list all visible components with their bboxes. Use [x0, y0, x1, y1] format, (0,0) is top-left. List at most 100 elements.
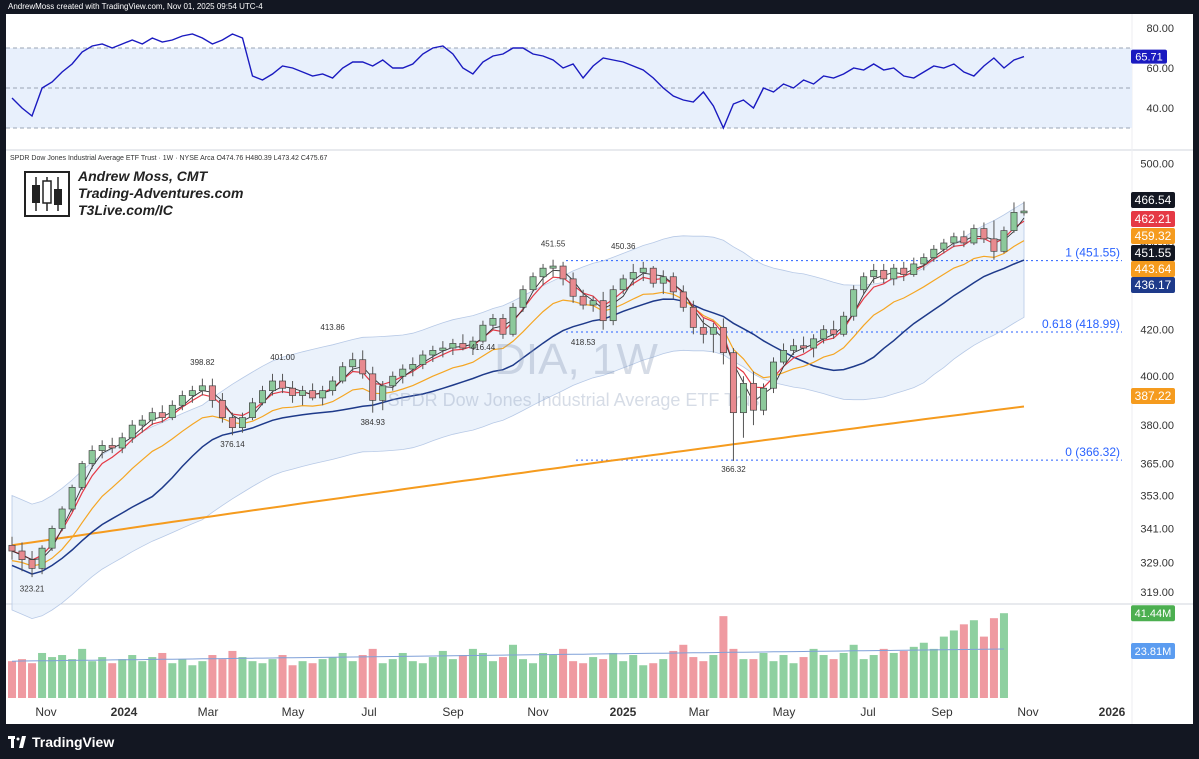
volume-bar: [779, 655, 788, 698]
volume-bar: [278, 655, 287, 698]
volume-bar: [869, 655, 878, 698]
candle-body: [539, 267, 547, 278]
volume-average-line: [11, 648, 1005, 662]
candle-body: [790, 345, 798, 351]
candle-body: [739, 383, 747, 414]
volume-average-label: 23.81M: [1135, 646, 1172, 658]
candle-body: [980, 228, 988, 240]
price-axis-badge: [1131, 388, 1175, 404]
candle-body: [419, 354, 427, 365]
candle-body: [709, 327, 717, 335]
volume-bar: [218, 659, 227, 698]
volume-bar: [959, 624, 968, 698]
volume-bar: [488, 661, 497, 698]
volume-average-badge: [1131, 643, 1175, 659]
volume-bar: [739, 659, 748, 698]
candle-body: [8, 544, 16, 552]
volume-bar: [809, 648, 818, 698]
x-tick-label: Jul: [361, 705, 376, 719]
candle-body: [579, 295, 587, 306]
volume-bar: [368, 648, 377, 698]
candle-body: [208, 385, 216, 401]
candle-body: [48, 528, 56, 549]
volume-bar: [18, 659, 27, 698]
chart-canvas[interactable]: 80.00 60.00 40.00 65.71 SPDR Dow Jones Indus…: [6, 14, 1193, 724]
volume-bar: [498, 657, 507, 698]
price-axis-label: 451.55: [1135, 246, 1172, 260]
price-axis-badge: [1131, 228, 1175, 244]
volume-bar: [609, 652, 618, 698]
candle-body: [750, 383, 757, 411]
candle-body: [349, 359, 357, 368]
rsi-tick-label: 80.00: [1146, 23, 1174, 35]
volume-bar: [128, 655, 137, 698]
volume-bar: [749, 659, 758, 698]
fib-level-label: 0.618 (418.99): [1042, 317, 1120, 331]
volume-bar: [238, 657, 247, 698]
volume-bar: [308, 663, 317, 698]
x-tick-label: May: [773, 705, 796, 719]
volume-bar: [889, 652, 898, 698]
candle-body: [98, 445, 106, 451]
chart-frame[interactable]: 80.00 60.00 40.00 65.71 SPDR Dow Jones Indus…: [6, 14, 1193, 724]
volume-bar: [599, 659, 608, 698]
rsi-tick-label: 60.00: [1146, 63, 1174, 75]
x-tick-label: 2024: [111, 705, 138, 719]
volume-bar: [168, 663, 177, 698]
sma200-line: [11, 405, 1025, 547]
volume-bar: [919, 642, 928, 698]
price-tick-label: 329.00: [1140, 558, 1174, 570]
brand-link: T3Live.com/IC: [78, 202, 173, 218]
volume-bar: [178, 659, 187, 698]
price-annotation: 418.53: [571, 338, 596, 347]
price-axis-badge: [1131, 261, 1175, 277]
volume-bar: [629, 655, 638, 698]
volume-bar: [468, 648, 477, 698]
volume-bar: [318, 659, 327, 698]
candle-body: [850, 289, 858, 317]
candle-body: [309, 390, 317, 399]
price-tick-label: 365.00: [1140, 459, 1174, 471]
volume-bar: [559, 648, 568, 698]
candle-body: [499, 318, 507, 335]
candle-body: [1000, 230, 1008, 252]
volume-bar: [589, 657, 598, 698]
candle-body: [990, 238, 998, 252]
volume-bar: [7, 661, 17, 698]
candle-body: [68, 486, 76, 510]
candle-body: [88, 450, 96, 464]
rsi-line: [11, 33, 1025, 130]
volume-bar: [88, 661, 97, 698]
candle-body: [840, 315, 848, 335]
volume-bar: [649, 663, 658, 698]
ema21-line: [11, 240, 1025, 567]
candle-body: [609, 289, 617, 322]
candle-body: [28, 559, 36, 569]
candle-body: [870, 269, 878, 278]
volume-bar: [819, 655, 828, 698]
rsi-tick-label: 40.00: [1146, 103, 1174, 115]
candle-body: [920, 257, 928, 265]
candle-body: [1020, 210, 1028, 214]
watermark-ticker: DIA, 1W: [494, 335, 658, 384]
tradingview-footer[interactable]: TradingView: [8, 734, 114, 750]
volume-bar: [579, 663, 588, 698]
volume-bar: [148, 657, 157, 698]
candle-body: [249, 402, 256, 418]
candle-body: [118, 437, 126, 449]
price-axis-badge: [1131, 192, 1175, 208]
branding-block: Andrew Moss, CMT Trading-Adventures.com …: [24, 168, 243, 219]
x-tick-label: Sep: [442, 705, 464, 719]
candle-body: [489, 318, 497, 326]
x-tick-label: 2026: [1099, 705, 1126, 719]
volume-bar: [28, 663, 37, 698]
volume-bar: [759, 652, 768, 698]
volume-bar: [849, 644, 858, 698]
volume-bar: [569, 661, 578, 698]
volume-bar: [619, 661, 628, 698]
candle-body: [699, 327, 707, 335]
x-tick-label: 2025: [610, 705, 637, 719]
candle-body: [820, 329, 828, 340]
volume-bar: [38, 652, 47, 698]
volume-bar: [78, 648, 87, 698]
